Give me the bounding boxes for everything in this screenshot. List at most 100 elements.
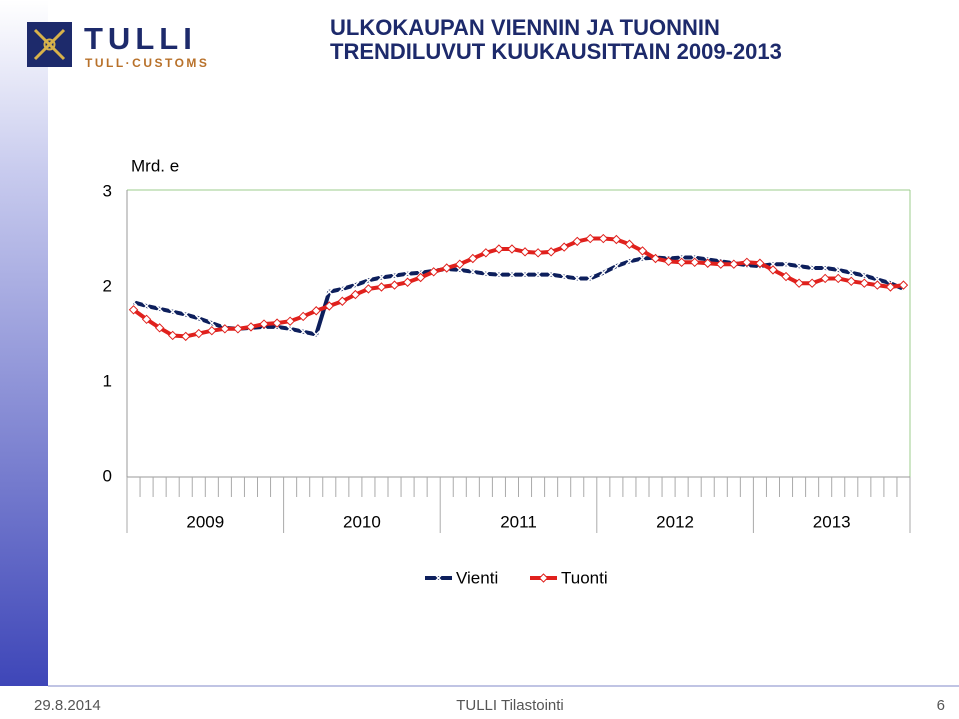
x-group-label: 2012 bbox=[656, 512, 694, 531]
marker bbox=[402, 277, 413, 287]
marker bbox=[729, 259, 739, 269]
marker bbox=[481, 269, 490, 278]
marker bbox=[768, 265, 778, 275]
footer-page: 6 bbox=[937, 697, 945, 714]
marker bbox=[142, 301, 151, 311]
marker bbox=[821, 263, 830, 273]
marker bbox=[898, 280, 909, 290]
marker bbox=[807, 278, 817, 288]
marker bbox=[155, 304, 164, 313]
logo-ring bbox=[43, 38, 56, 51]
marker bbox=[677, 253, 686, 262]
marker bbox=[428, 267, 439, 277]
marker bbox=[324, 301, 334, 311]
marker bbox=[299, 327, 308, 336]
marker bbox=[311, 306, 321, 316]
marker bbox=[834, 265, 843, 274]
marker bbox=[625, 257, 634, 266]
marker bbox=[638, 254, 647, 263]
marker bbox=[573, 274, 582, 283]
marker bbox=[742, 257, 752, 268]
marker bbox=[298, 311, 308, 322]
marker bbox=[859, 278, 870, 288]
marker bbox=[128, 305, 139, 315]
marker bbox=[533, 248, 543, 258]
marker bbox=[285, 316, 295, 326]
marker bbox=[689, 257, 700, 268]
marker bbox=[872, 280, 883, 290]
marker bbox=[338, 284, 347, 293]
marker bbox=[141, 314, 152, 325]
side-bar bbox=[0, 0, 48, 686]
marker bbox=[781, 260, 791, 269]
marker bbox=[885, 282, 896, 292]
marker bbox=[559, 242, 569, 252]
marker bbox=[572, 236, 582, 247]
marker bbox=[363, 284, 374, 294]
marker bbox=[650, 253, 661, 264]
marker bbox=[637, 246, 648, 256]
marker bbox=[220, 324, 230, 334]
marker bbox=[455, 265, 464, 274]
marker bbox=[390, 271, 399, 280]
x-group-label: 2010 bbox=[343, 512, 381, 531]
marker bbox=[538, 573, 549, 583]
x-group-label: 2011 bbox=[500, 512, 537, 531]
marker bbox=[364, 276, 373, 285]
marker bbox=[337, 296, 348, 306]
marker bbox=[586, 274, 595, 283]
marker bbox=[494, 244, 504, 254]
marker bbox=[624, 239, 635, 249]
marker bbox=[546, 247, 556, 257]
marker bbox=[846, 276, 856, 287]
legend-label: Tuonti bbox=[561, 568, 608, 587]
marker bbox=[167, 330, 178, 341]
marker bbox=[611, 234, 622, 245]
marker bbox=[468, 253, 478, 264]
marker bbox=[560, 272, 569, 281]
slide-title: TRENDILUVUT KUUKAUSITTAIN 2009-2013 bbox=[330, 39, 782, 64]
marker bbox=[795, 262, 804, 271]
marker bbox=[663, 256, 674, 267]
marker bbox=[716, 259, 726, 269]
marker bbox=[181, 331, 191, 342]
marker bbox=[376, 282, 387, 292]
marker bbox=[599, 268, 608, 277]
marker bbox=[547, 270, 556, 279]
marker bbox=[507, 270, 517, 279]
marker bbox=[794, 278, 804, 288]
marker bbox=[389, 280, 400, 290]
marker bbox=[690, 253, 699, 262]
marker bbox=[246, 322, 256, 332]
marker bbox=[434, 573, 443, 583]
y-tick-label: 1 bbox=[103, 371, 112, 390]
marker bbox=[833, 273, 843, 284]
marker bbox=[494, 270, 503, 279]
marker bbox=[233, 324, 243, 334]
marker bbox=[612, 262, 621, 271]
marker bbox=[312, 330, 321, 339]
logo-name: TULLI bbox=[84, 21, 197, 56]
marker bbox=[207, 319, 216, 328]
y-tick-label: 2 bbox=[103, 276, 112, 295]
slide-title: ULKOKAUPAN VIENNIN JA TUONNIN bbox=[330, 15, 720, 40]
marker bbox=[873, 275, 882, 284]
marker bbox=[194, 328, 204, 339]
marker bbox=[272, 318, 282, 328]
marker bbox=[703, 258, 713, 268]
x-group-label: 2009 bbox=[186, 512, 224, 531]
logo-cross bbox=[33, 28, 66, 61]
marker bbox=[377, 273, 386, 282]
marker bbox=[129, 298, 138, 307]
marker bbox=[154, 323, 165, 333]
marker bbox=[468, 267, 477, 276]
marker bbox=[534, 270, 543, 279]
marker bbox=[286, 324, 295, 333]
marker bbox=[520, 247, 530, 257]
footer-date: 29.8.2014 bbox=[34, 697, 101, 714]
marker bbox=[755, 258, 765, 268]
footer-center: TULLI Tilastointi bbox=[456, 697, 564, 714]
y-tick-label: 3 bbox=[103, 181, 112, 200]
marker bbox=[194, 314, 203, 323]
